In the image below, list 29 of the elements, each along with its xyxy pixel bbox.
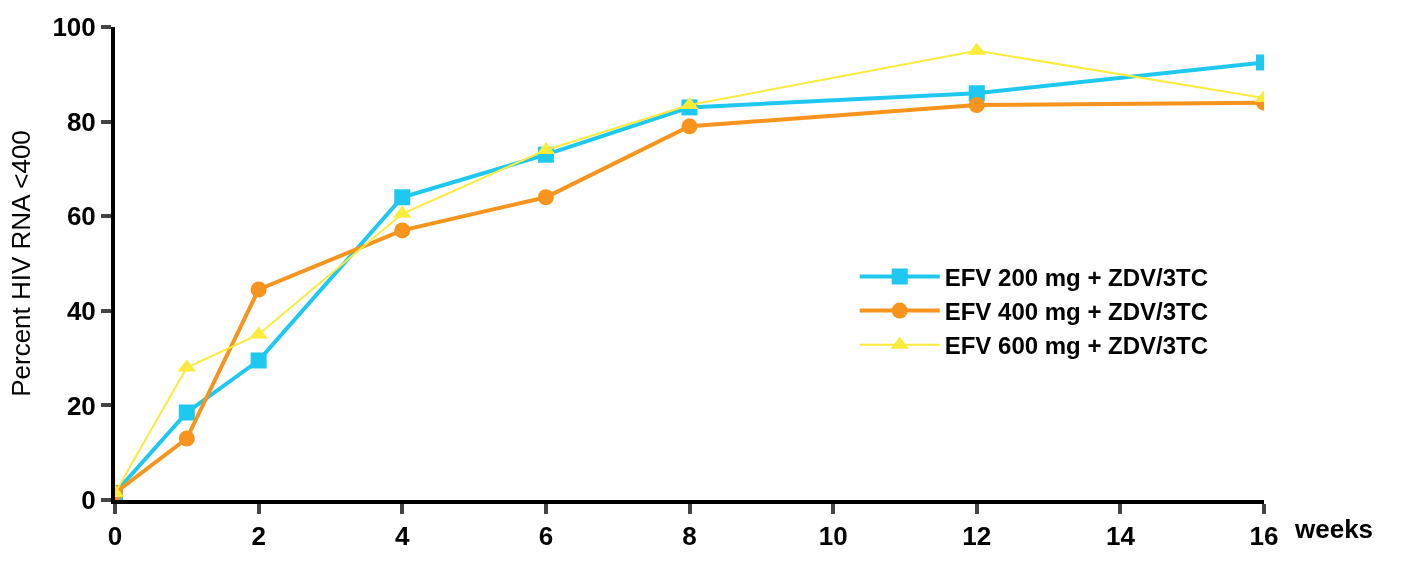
point xyxy=(178,430,195,447)
y-tick-label: 60 xyxy=(66,201,96,232)
x-tick-label: 6 xyxy=(538,521,554,552)
legend-label: EFV 200 mg + ZDV/3TC xyxy=(944,263,1209,291)
x-tick-label: 8 xyxy=(682,521,697,552)
point xyxy=(681,118,698,135)
point xyxy=(394,222,411,239)
y-tick-label: 80 xyxy=(66,106,96,137)
legend-label: EFV 600 mg + ZDV/3TC xyxy=(944,332,1209,360)
x-tick-label: 12 xyxy=(962,521,992,552)
point xyxy=(250,352,267,369)
point xyxy=(178,404,195,421)
point xyxy=(394,189,411,206)
legend-label: EFV 400 mg + ZDV/3TC xyxy=(944,297,1209,325)
y-tick-label: 0 xyxy=(81,485,96,516)
y-tick-label: 40 xyxy=(66,295,96,326)
y-tick-label: 20 xyxy=(66,390,96,421)
x-tick-label: 10 xyxy=(818,521,848,552)
point xyxy=(968,97,985,114)
y-tick-label: 100 xyxy=(52,12,96,43)
y-axis-title: Percent HIV RNA <400 xyxy=(6,130,37,397)
x-tick-label: 14 xyxy=(1105,521,1136,552)
point xyxy=(250,281,267,298)
x-tick-label: 0 xyxy=(107,521,123,552)
x-tick-label: 4 xyxy=(395,521,411,552)
x-tick-label: 2 xyxy=(251,521,266,552)
x-tick-label: 16 xyxy=(1249,521,1279,552)
point xyxy=(537,189,554,206)
x-axis-title: weeks xyxy=(1294,514,1374,544)
